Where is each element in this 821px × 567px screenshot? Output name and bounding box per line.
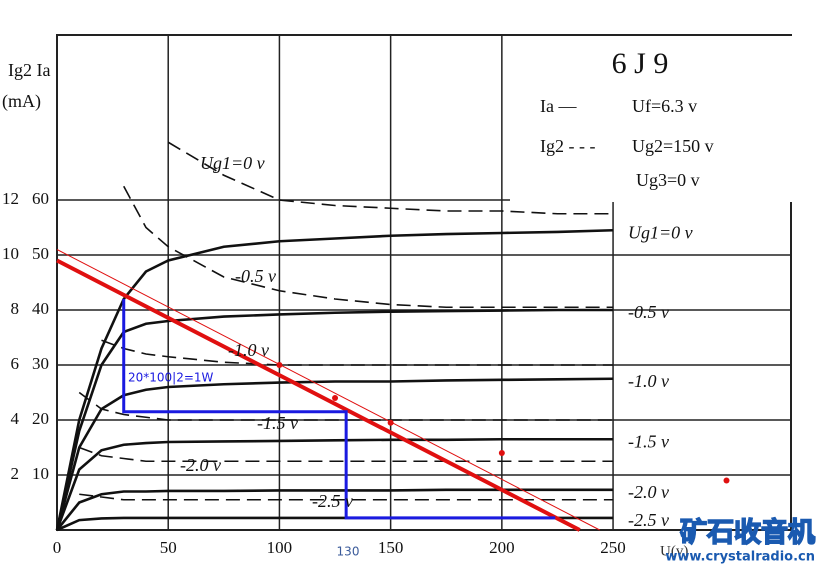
condition: Ug2=150 v <box>632 136 714 156</box>
legend-box <box>510 36 793 202</box>
legend-solid: Ia — <box>540 96 577 116</box>
operating-point <box>387 419 394 426</box>
x-tick-label: 150 <box>378 538 404 557</box>
ig2-curve <box>123 185 614 309</box>
power-note: 20*100|2=1W <box>128 371 214 385</box>
x-axis-label: U(v) <box>660 543 688 559</box>
y2-tick-label: 4 <box>11 409 20 428</box>
ia-curve <box>55 377 614 531</box>
y2-tick-label: 6 <box>11 354 20 373</box>
curve-label: Ug1=0 v <box>200 153 265 173</box>
y-tick-label: 10 <box>32 464 49 483</box>
y-axis-unit: (mA) <box>2 91 41 112</box>
y-tick-label: 40 <box>32 299 49 318</box>
curve-label: -1.5 v <box>628 431 669 451</box>
y-axis-label: Ig2 Ia <box>8 60 50 80</box>
condition: Uf=6.3 v <box>632 96 697 116</box>
curve-label: -2.0 v <box>628 482 669 502</box>
ig2-curve <box>79 493 614 501</box>
x-tick-label: 100 <box>267 538 293 557</box>
load-line <box>56 249 600 531</box>
ia-curve <box>56 516 614 532</box>
y-tick-label: 30 <box>32 354 49 373</box>
legend-dashed: Ig2 - - - <box>540 136 595 156</box>
y2-tick-label: 12 <box>2 189 19 208</box>
y2-tick-label: 8 <box>11 299 20 318</box>
curve-label: -2.5 v <box>312 491 353 511</box>
marker-label: 130 <box>337 545 360 559</box>
x-tick-label: 200 <box>489 538 515 557</box>
curve-label: Ug1=0 v <box>628 222 693 242</box>
curve-label: -0.5 v <box>628 302 669 322</box>
ia-curve <box>55 488 614 531</box>
y-tick-label: 60 <box>32 189 49 208</box>
x-tick-label: 50 <box>160 538 177 557</box>
curve-label: -1.0 v <box>228 340 269 360</box>
watermark-url: www.crystalradio.cn <box>665 550 815 565</box>
operating-point <box>332 395 339 401</box>
watermark: 矿石收音机 <box>680 517 815 549</box>
curve-label: -0.5 v <box>235 266 276 286</box>
y-tick-label: 20 <box>32 409 49 428</box>
ig2-curve <box>167 141 614 215</box>
condition: Ug3=0 v <box>636 170 700 190</box>
ia-curve <box>55 228 614 531</box>
y2-tick-label: 2 <box>11 464 20 483</box>
ig2-curve <box>78 446 614 463</box>
ig2-curve <box>101 339 614 366</box>
ia-curve <box>55 308 614 531</box>
x-tick-label: 0 <box>53 538 62 557</box>
operating-point <box>498 450 505 456</box>
y-tick-label: 50 <box>32 244 49 263</box>
operating-point <box>723 477 730 484</box>
chart-title: 6 J 9 <box>612 47 669 80</box>
curve-label: -2.5 v <box>628 510 669 530</box>
load-line <box>56 258 581 532</box>
curve-label: -2.0 v <box>180 455 221 475</box>
operating-point <box>276 362 283 368</box>
ig2-curve <box>78 391 614 421</box>
ia-curve <box>55 437 614 531</box>
curve-label: -1.5 v <box>257 413 298 433</box>
x-tick-label: 250 <box>600 538 626 557</box>
curve-label: -1.0 v <box>628 371 669 391</box>
power-path <box>122 299 556 520</box>
y2-tick-label: 10 <box>2 244 19 263</box>
